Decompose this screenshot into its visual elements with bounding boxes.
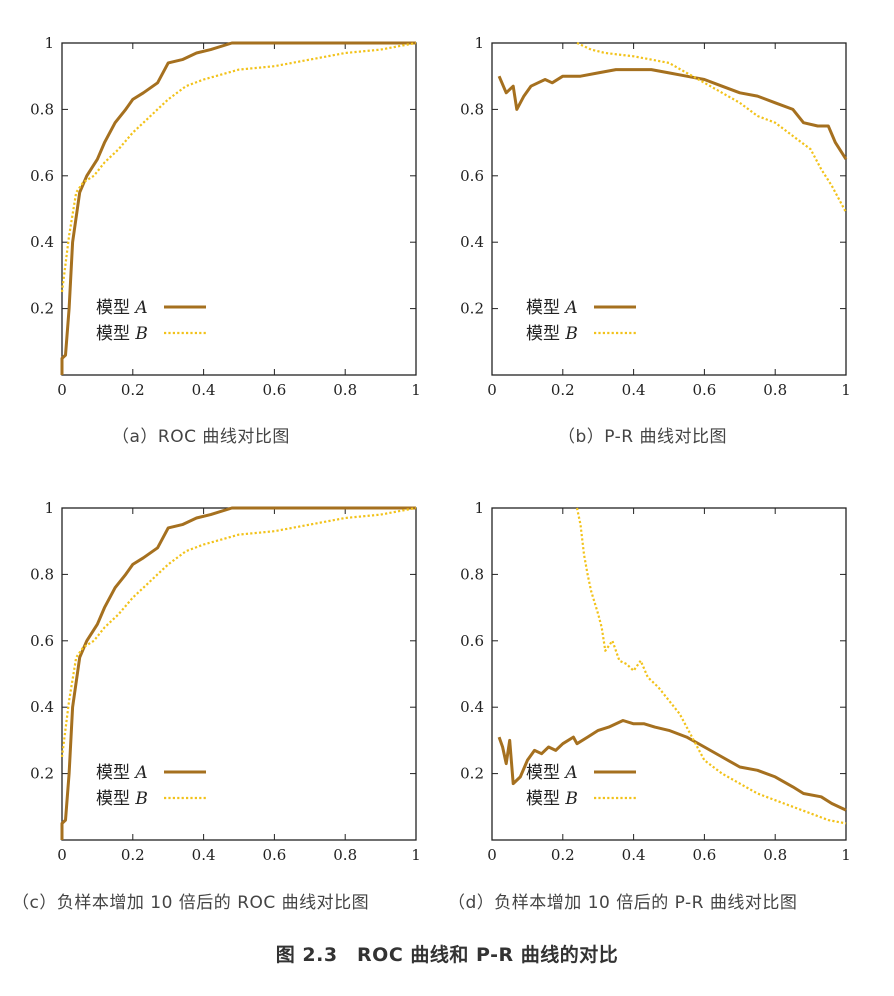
y-tick-label: 0.4: [30, 233, 54, 251]
series-line-model-b: [60, 41, 417, 293]
chart-svg: 0 0.2 0.4 0.6 0.8 1 0.2 0.4 0.6 0.8 1 模型 A 模型 B: [460, 499, 851, 864]
legend-label-model-a: 模型 A: [526, 763, 578, 783]
chart-roc: 0 0.2 0.4 0.6 0.8 1 0.2 0.4 0.6 0.8 1 模型 A 模型 B: [20, 25, 440, 410]
x-tick-label: 0.4: [622, 846, 646, 864]
chart-pr: 0 0.2 0.4 0.6 0.8 1 0.2 0.4 0.6 0.8 1 模型 A 模型 B: [450, 25, 870, 410]
x-tick-label: 0.2: [121, 381, 145, 399]
legend-model-letter: B: [564, 789, 578, 809]
chart-pr-negative-x10: 0 0.2 0.4 0.6 0.8 1 0.2 0.4 0.6 0.8 1 模型 A 模型 B: [450, 490, 870, 875]
legend-model-letter: B: [134, 789, 148, 809]
legend-label-model-b: 模型 B: [96, 789, 148, 809]
x-tick-label: 0: [57, 846, 67, 864]
x-tick-label: 1: [411, 381, 421, 399]
series-line-model-a: [497, 719, 847, 812]
legend-model-letter: B: [134, 324, 148, 344]
y-tick-label: 0.8: [30, 100, 54, 118]
legend-model-letter: A: [133, 763, 147, 783]
x-tick-label: 0: [57, 381, 67, 399]
series-line-model-a: [497, 68, 848, 161]
caption-roc: （a）ROC 曲线对比图: [112, 427, 290, 447]
plot-frame: [491, 507, 847, 841]
x-tick-label: 1: [411, 846, 421, 864]
legend-model-letter: A: [563, 763, 577, 783]
y-tick-label: 1: [44, 499, 54, 517]
caption-pr-negative-x10: （d）负样本增加 10 倍后的 P-R 曲线对比图: [448, 893, 798, 913]
y-tick-label: 0.6: [30, 632, 54, 650]
chart-svg: 0 0.2 0.4 0.6 0.8 1 0.2 0.4 0.6 0.8 1 模型 A 模型 B: [30, 499, 421, 864]
y-tick-label: 0.8: [460, 100, 484, 118]
y-tick-label: 0.8: [460, 565, 484, 583]
x-tick-label: 0.6: [692, 381, 716, 399]
y-tick-label: 0.2: [30, 300, 54, 318]
series-line-model-a: [60, 506, 416, 840]
x-tick-label: 0.8: [763, 846, 787, 864]
y-tick-label: 0.2: [460, 300, 484, 318]
legend-label-model-b: 模型 B: [96, 324, 148, 344]
legend-model-letter: B: [564, 324, 578, 344]
x-tick-label: 0.4: [192, 381, 216, 399]
y-tick-label: 0.4: [460, 233, 484, 251]
x-tick-label: 0.2: [551, 846, 575, 864]
chart-svg: 0 0.2 0.4 0.6 0.8 1 0.2 0.4 0.6 0.8 1 模型 A 模型 B: [30, 34, 421, 399]
series-line-model-b: [576, 42, 847, 213]
series-line-model-b: [60, 506, 417, 758]
legend-model-letter: A: [133, 298, 147, 318]
series-line-model-a: [60, 41, 416, 375]
x-tick-label: 0.2: [121, 846, 145, 864]
x-tick-label: 0.4: [622, 381, 646, 399]
legend-label-model-b: 模型 B: [526, 324, 578, 344]
caption-pr: （b）P-R 曲线对比图: [558, 427, 728, 447]
x-tick-label: 0: [487, 846, 497, 864]
y-tick-label: 0.6: [30, 167, 54, 185]
x-tick-label: 1: [841, 846, 851, 864]
caption-roc-negative-x10: （c）负样本增加 10 倍后的 ROC 曲线对比图: [12, 893, 370, 913]
y-tick-label: 0.8: [30, 565, 54, 583]
x-tick-label: 0.8: [763, 381, 787, 399]
y-tick-label: 1: [474, 34, 484, 52]
x-tick-label: 0.4: [192, 846, 216, 864]
chart-svg: 0 0.2 0.4 0.6 0.8 1 0.2 0.4 0.6 0.8 1 模型 A 模型 B: [460, 34, 851, 399]
y-tick-label: 0.4: [30, 698, 54, 716]
x-tick-label: 0.8: [333, 846, 357, 864]
x-tick-label: 0.8: [333, 381, 357, 399]
legend-label-model-a: 模型 A: [96, 763, 148, 783]
legend-model-letter: A: [563, 298, 577, 318]
legend-label-model-a: 模型 A: [526, 298, 578, 318]
x-tick-label: 0.6: [262, 846, 286, 864]
x-tick-label: 0.2: [551, 381, 575, 399]
figure-caption: 图 2.3 ROC 曲线和 P-R 曲线的对比: [275, 944, 619, 966]
y-tick-label: 0.2: [460, 765, 484, 783]
y-tick-label: 0.6: [460, 632, 484, 650]
y-tick-label: 1: [474, 499, 484, 517]
x-tick-label: 0: [487, 381, 497, 399]
y-tick-label: 0.6: [460, 167, 484, 185]
legend-label-model-b: 模型 B: [526, 789, 578, 809]
y-tick-label: 0.2: [30, 765, 54, 783]
series-line-model-b: [575, 507, 847, 825]
legend-label-model-a: 模型 A: [96, 298, 148, 318]
plot-frame: [491, 42, 847, 376]
x-tick-label: 1: [841, 381, 851, 399]
chart-roc-negative-x10: 0 0.2 0.4 0.6 0.8 1 0.2 0.4 0.6 0.8 1 模型 A 模型 B: [20, 490, 440, 875]
x-tick-label: 0.6: [692, 846, 716, 864]
y-tick-label: 0.4: [460, 698, 484, 716]
y-tick-label: 1: [44, 34, 54, 52]
x-tick-label: 0.6: [262, 381, 286, 399]
